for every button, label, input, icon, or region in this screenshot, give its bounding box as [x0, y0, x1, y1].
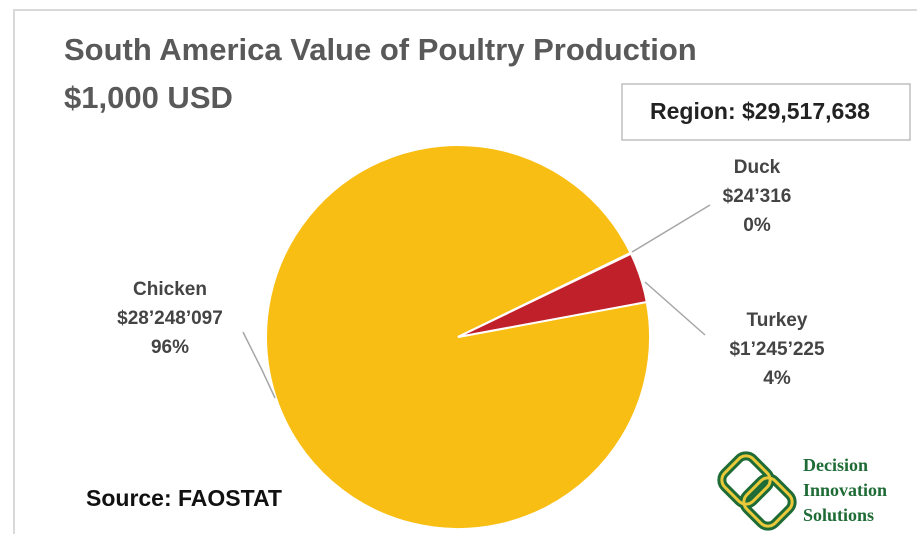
slice-name: Duck: [734, 157, 781, 178]
frame: [13, 9, 917, 534]
chart-subtitle: $1,000 USD: [64, 80, 233, 115]
slice: [457, 252, 648, 338]
region-label: Region: $29,517,638: [650, 98, 870, 124]
logo-line: Decision: [803, 455, 868, 475]
slice-percent: 4%: [763, 368, 791, 389]
chart-title: South America Value of Poultry Productio…: [64, 32, 697, 67]
logo-line: Solutions: [803, 505, 874, 525]
leader-line: [242, 331, 276, 399]
slice-name: Turkey: [747, 310, 808, 331]
source: Source: FAOSTAT: [86, 485, 282, 511]
slice-value: $28’248’097: [117, 308, 223, 329]
logo-text: Decision Innovation Solutions: [803, 455, 887, 525]
leader-line: [631, 204, 711, 253]
slice-percent: 96%: [151, 337, 189, 358]
slice-value: $24’316: [723, 186, 792, 207]
labels: Chicken $28’248’097 96% Duck $24’316 0% Turkey…: [117, 157, 825, 389]
leader-lines: [242, 204, 711, 399]
logo-line: Innovation: [803, 480, 887, 500]
leader-line: [644, 281, 706, 336]
region-total: $29,517,638: [742, 98, 870, 124]
logo-mark: [717, 451, 797, 531]
slice-name: Chicken: [133, 279, 207, 300]
slice-percent: 0%: [743, 215, 771, 236]
slice-value: $1’245’225: [729, 339, 825, 360]
pie: [265, 144, 651, 530]
region-box: [621, 83, 911, 141]
region-label-text: Region:: [650, 98, 736, 124]
